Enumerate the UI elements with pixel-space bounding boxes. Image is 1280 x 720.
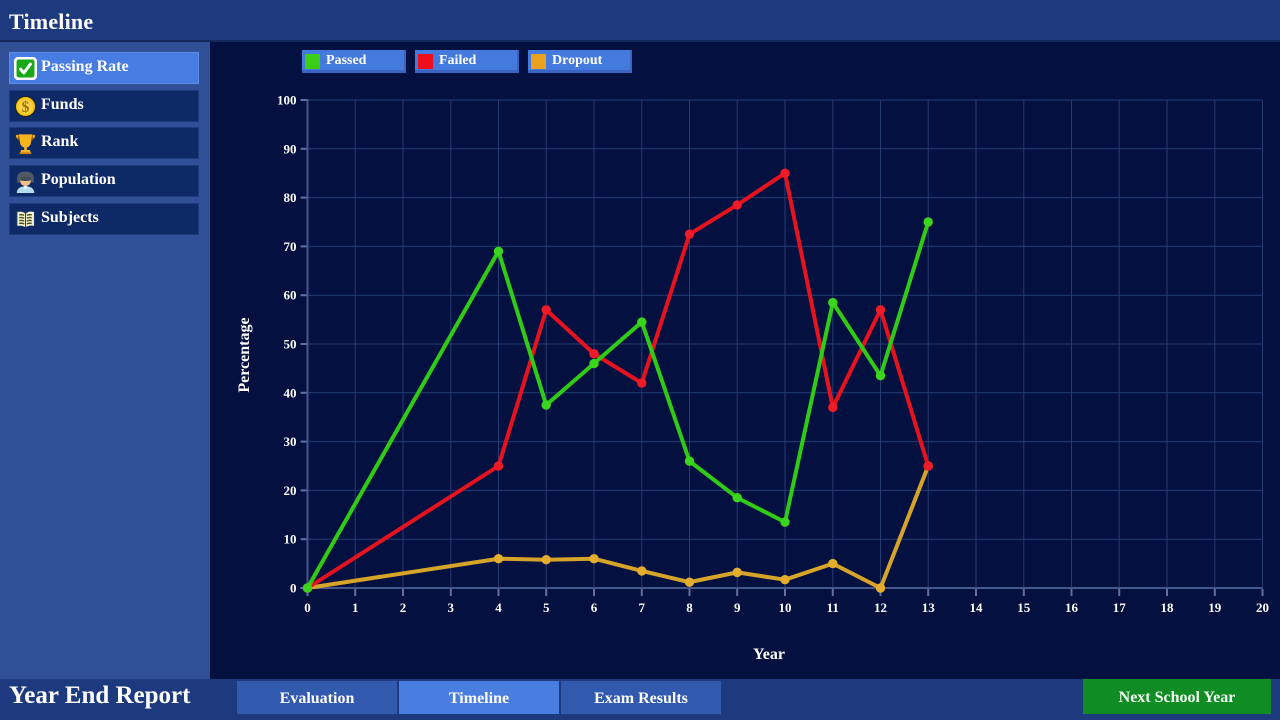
svg-text:17: 17 <box>1113 600 1127 615</box>
svg-text:$: $ <box>22 99 30 116</box>
svg-text:6: 6 <box>591 600 598 615</box>
svg-text:20: 20 <box>1256 600 1269 615</box>
svg-text:0: 0 <box>304 600 311 615</box>
svg-text:Percentage: Percentage <box>236 317 253 392</box>
svg-text:14: 14 <box>970 600 984 615</box>
svg-text:100: 100 <box>277 93 297 108</box>
svg-text:11: 11 <box>827 600 839 615</box>
svg-text:90: 90 <box>284 141 297 156</box>
svg-text:30: 30 <box>284 434 297 449</box>
svg-text:18: 18 <box>1161 600 1175 615</box>
svg-text:19: 19 <box>1208 600 1222 615</box>
svg-text:80: 80 <box>284 190 297 205</box>
svg-text:40: 40 <box>284 385 297 400</box>
svg-text:5: 5 <box>543 600 550 615</box>
svg-text:12: 12 <box>874 600 887 615</box>
svg-text:7: 7 <box>639 600 646 615</box>
svg-text:3: 3 <box>448 600 455 615</box>
svg-text:0: 0 <box>290 581 297 596</box>
svg-text:50: 50 <box>284 337 297 352</box>
svg-text:16: 16 <box>1065 600 1079 615</box>
svg-text:20: 20 <box>284 483 297 498</box>
svg-text:4: 4 <box>495 600 502 615</box>
svg-text:10: 10 <box>779 600 792 615</box>
svg-text:70: 70 <box>284 239 297 254</box>
svg-text:10: 10 <box>284 532 297 547</box>
svg-text:60: 60 <box>284 288 297 303</box>
svg-text:8: 8 <box>686 600 693 615</box>
svg-text:13: 13 <box>922 600 936 615</box>
svg-text:Year: Year <box>753 646 785 663</box>
svg-text:2: 2 <box>400 600 407 615</box>
svg-text:1: 1 <box>352 600 359 615</box>
svg-text:9: 9 <box>734 600 741 615</box>
svg-text:15: 15 <box>1017 600 1031 615</box>
